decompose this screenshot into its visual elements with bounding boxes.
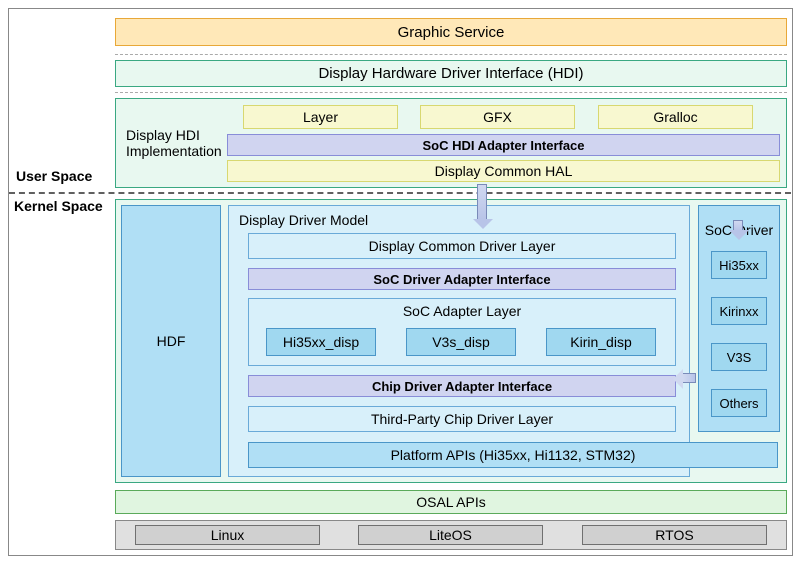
- user-space-label: User Space: [16, 168, 92, 184]
- hi35xx-box: Hi35xx: [711, 251, 767, 279]
- soc-driver-adapter-box: SoC Driver Adapter Interface: [248, 268, 676, 290]
- arrow-soc-to-adapter: [682, 373, 696, 383]
- v3sdisp-box: V3s_disp: [406, 328, 516, 356]
- hdi-impl-label: Display HDI Implementation: [126, 127, 226, 159]
- others-box: Others: [711, 389, 767, 417]
- layer-box: Layer: [243, 105, 398, 129]
- osal-box: OSAL APIs: [115, 490, 787, 514]
- kirindisp-box: Kirin_disp: [546, 328, 656, 356]
- gfx-box: GFX: [420, 105, 575, 129]
- gralloc-box: Gralloc: [598, 105, 753, 129]
- linux-box: Linux: [135, 525, 320, 545]
- user-kernel-divider: [9, 192, 791, 194]
- soc-hdi-adapter-box: SoC HDI Adapter Interface: [227, 134, 780, 156]
- display-driver-model-label: Display Driver Model: [239, 212, 368, 228]
- chip-driver-adapter-box: Chip Driver Adapter Interface: [248, 375, 676, 397]
- arrow-hal-to-driver: [477, 184, 487, 220]
- kirinxx-box: Kirinxx: [711, 297, 767, 325]
- dash1: [115, 54, 787, 55]
- thirdparty-box: Third-Party Chip Driver Layer: [248, 406, 676, 432]
- liteos-box: LiteOS: [358, 525, 543, 545]
- platform-apis-box: Platform APIs (Hi35xx, Hi1132, STM32): [248, 442, 778, 468]
- graphic-service-box: Graphic Service: [115, 18, 787, 46]
- hi35disp-box: Hi35xx_disp: [266, 328, 376, 356]
- common-driver-box: Display Common Driver Layer: [248, 233, 676, 259]
- hdi-box: Display Hardware Driver Interface (HDI): [115, 60, 787, 87]
- kernel-space-label: Kernel Space: [14, 198, 103, 214]
- dash2: [115, 92, 787, 93]
- hdf-box: HDF: [121, 205, 221, 477]
- common-hal-box: Display Common HAL: [227, 160, 780, 182]
- arrow-hal-to-soc: [733, 220, 743, 231]
- v3s-box: V3S: [711, 343, 767, 371]
- rtos-box: RTOS: [582, 525, 767, 545]
- soc-adapter-layer-label: SoC Adapter Layer: [403, 303, 521, 319]
